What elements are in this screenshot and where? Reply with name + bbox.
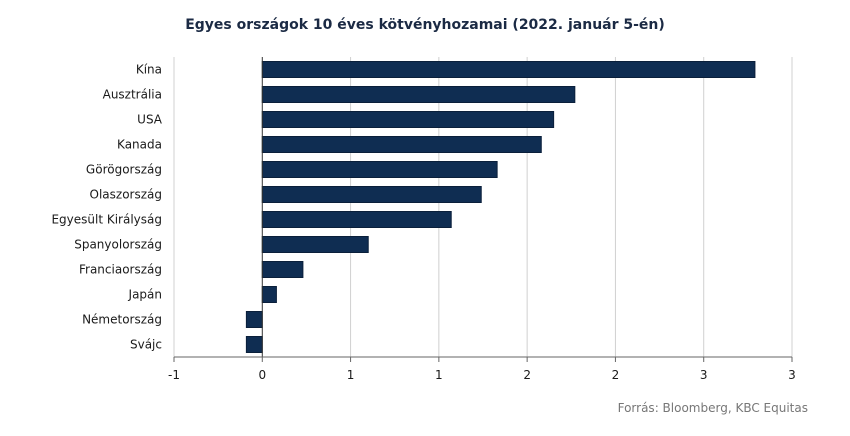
x-tick-label: 3 — [700, 368, 708, 382]
bar — [261, 61, 756, 78]
category-label: Ausztrália — [103, 88, 162, 102]
gridlines — [173, 57, 793, 357]
category-label: Kanada — [117, 138, 162, 152]
bar — [261, 161, 498, 178]
x-tick-label: -1 — [168, 368, 180, 382]
bar — [261, 86, 576, 103]
bar — [245, 311, 263, 328]
bar — [245, 336, 263, 353]
category-labels: Kína Ausztrália USA Kanada Görögország Olaszo… — [51, 63, 162, 352]
category-label: Franciaország — [79, 263, 162, 277]
source-note: Forrás: Bloomberg, KBC Equitas — [617, 401, 808, 415]
chart-title: Egyes országok 10 éves kötvényhozamai (2… — [185, 17, 665, 33]
category-label: Spanyolország — [74, 238, 162, 252]
bar — [261, 111, 555, 128]
x-tick-label: 3 — [788, 368, 796, 382]
bar — [261, 261, 304, 278]
x-tick-label: 1 — [435, 368, 443, 382]
category-label: Olaszország — [90, 188, 162, 202]
category-label: Japán — [128, 288, 162, 302]
bars — [245, 61, 756, 353]
category-label: Egyesült Királyság — [51, 213, 162, 227]
category-label: Görögország — [86, 163, 162, 177]
x-tick-label: 2 — [612, 368, 620, 382]
bar — [261, 286, 277, 303]
category-label: Németország — [82, 313, 162, 327]
category-label: Svájc — [130, 338, 162, 352]
x-tick-label: 0 — [258, 368, 266, 382]
bar — [261, 236, 369, 253]
category-label: Kína — [136, 63, 162, 77]
bar — [261, 186, 482, 203]
category-label: USA — [137, 113, 163, 127]
x-tick-label: 2 — [523, 368, 531, 382]
x-tick-label: 1 — [347, 368, 355, 382]
axes — [173, 57, 793, 362]
tick-labels: -1 0 1 1 2 2 3 3 — [168, 368, 796, 382]
bar — [261, 211, 452, 228]
bar — [261, 136, 542, 153]
